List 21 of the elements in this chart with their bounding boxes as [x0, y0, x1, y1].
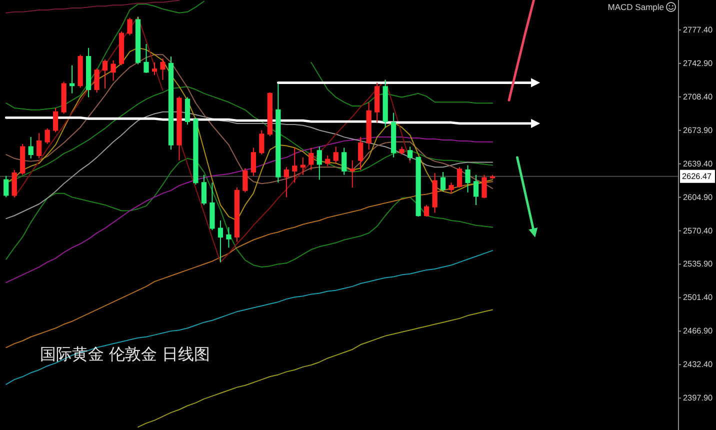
- y-tick-label: 2397.90: [683, 394, 714, 403]
- y-tick-label: 2432.40: [683, 360, 714, 370]
- y-tick-label: 2777.40: [683, 25, 714, 34]
- y-tick-label: 2708.40: [683, 92, 714, 102]
- y-tick-label: 2673.90: [683, 126, 714, 135]
- line-series: [6, 0, 180, 14]
- line-series: [508, 0, 535, 102]
- ref-line-label: 2626.47: [682, 172, 712, 181]
- y-tick-label: 2501.40: [683, 293, 714, 302]
- line-series: [6, 158, 494, 268]
- y-tick-label: 2742.90: [683, 58, 714, 68]
- y-tick-label: 2535.90: [683, 260, 714, 269]
- annotation: MACD Sample: [608, 2, 664, 12]
- y-tick-label: 2466.90: [683, 326, 714, 336]
- line-series: [6, 136, 494, 284]
- price-label: 2626.47: [680, 170, 715, 183]
- line-series: [6, 111, 494, 220]
- line-series: [6, 250, 494, 385]
- y-tick-label: 2570.40: [683, 226, 714, 236]
- y-tick-label: 2639.40: [683, 159, 714, 168]
- y-tick-label: 2604.90: [683, 192, 714, 202]
